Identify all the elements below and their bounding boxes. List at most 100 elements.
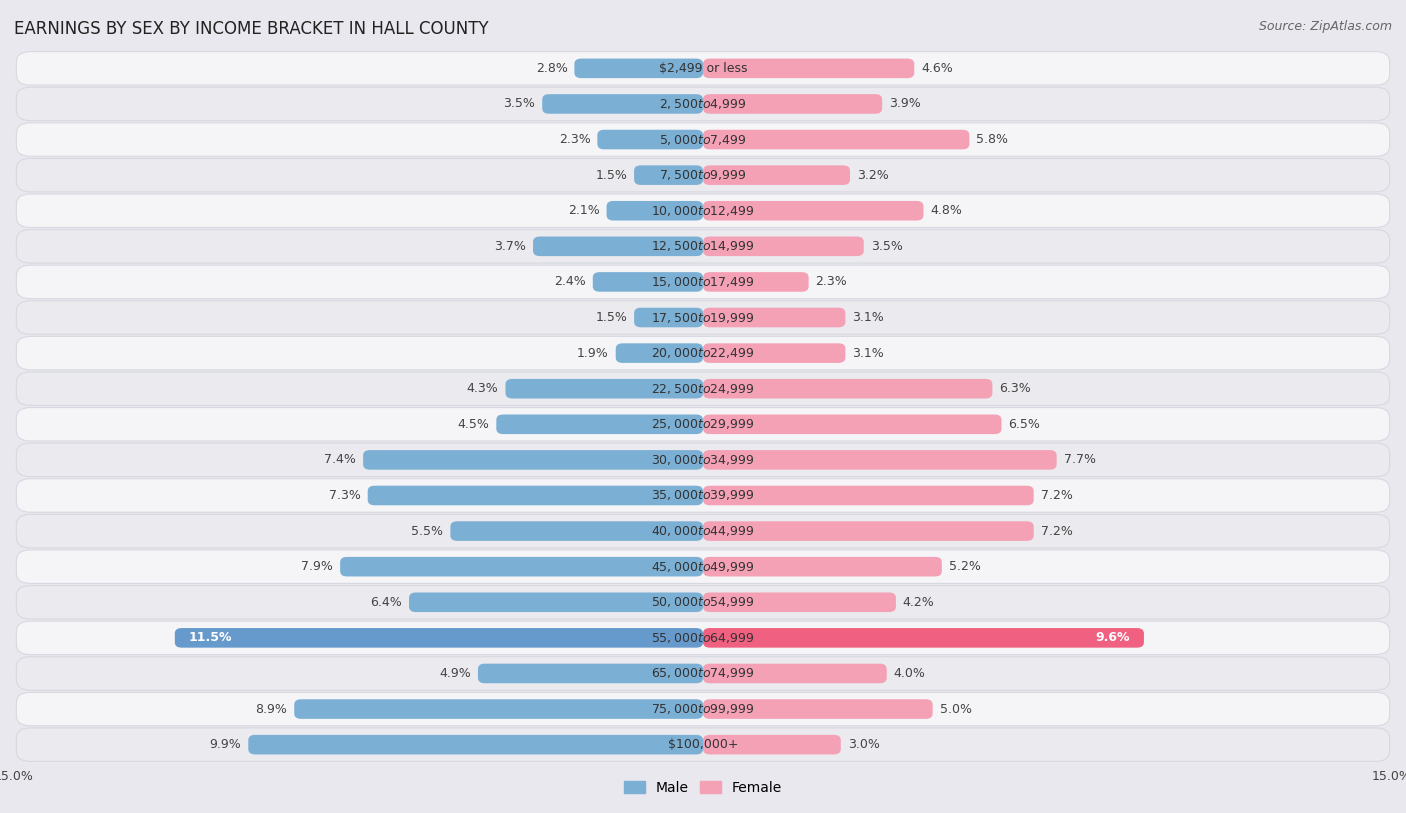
FancyBboxPatch shape — [17, 265, 1389, 298]
FancyBboxPatch shape — [17, 550, 1389, 584]
FancyBboxPatch shape — [703, 165, 851, 185]
Text: 7.2%: 7.2% — [1040, 489, 1073, 502]
Text: 5.5%: 5.5% — [412, 524, 443, 537]
FancyBboxPatch shape — [450, 521, 703, 541]
Text: $35,000 to $39,999: $35,000 to $39,999 — [651, 489, 755, 502]
Text: $2,500 to $4,999: $2,500 to $4,999 — [659, 97, 747, 111]
FancyBboxPatch shape — [703, 201, 924, 220]
FancyBboxPatch shape — [17, 301, 1389, 334]
FancyBboxPatch shape — [17, 585, 1389, 619]
Text: 7.3%: 7.3% — [329, 489, 361, 502]
Text: 3.9%: 3.9% — [889, 98, 921, 111]
FancyBboxPatch shape — [703, 521, 1033, 541]
FancyBboxPatch shape — [340, 557, 703, 576]
Text: $22,500 to $24,999: $22,500 to $24,999 — [651, 381, 755, 396]
FancyBboxPatch shape — [703, 593, 896, 612]
Text: 9.9%: 9.9% — [209, 738, 242, 751]
FancyBboxPatch shape — [703, 663, 887, 683]
Text: $100,000+: $100,000+ — [668, 738, 738, 751]
Text: 4.8%: 4.8% — [931, 204, 962, 217]
FancyBboxPatch shape — [703, 735, 841, 754]
Text: 9.6%: 9.6% — [1095, 632, 1130, 645]
Text: 2.3%: 2.3% — [815, 276, 848, 289]
Text: 2.3%: 2.3% — [558, 133, 591, 146]
Text: 5.2%: 5.2% — [949, 560, 980, 573]
Text: 3.2%: 3.2% — [856, 168, 889, 181]
Text: $17,500 to $19,999: $17,500 to $19,999 — [651, 311, 755, 324]
Text: 5.0%: 5.0% — [939, 702, 972, 715]
FancyBboxPatch shape — [17, 123, 1389, 156]
Text: 3.1%: 3.1% — [852, 311, 884, 324]
Text: 2.1%: 2.1% — [568, 204, 599, 217]
Text: 4.2%: 4.2% — [903, 596, 935, 609]
FancyBboxPatch shape — [249, 735, 703, 754]
Text: 5.8%: 5.8% — [976, 133, 1008, 146]
Text: $2,499 or less: $2,499 or less — [659, 62, 747, 75]
FancyBboxPatch shape — [17, 728, 1389, 761]
FancyBboxPatch shape — [703, 237, 863, 256]
Text: 3.5%: 3.5% — [503, 98, 536, 111]
Text: 3.5%: 3.5% — [870, 240, 903, 253]
Text: $50,000 to $54,999: $50,000 to $54,999 — [651, 595, 755, 609]
Text: 1.9%: 1.9% — [576, 346, 609, 359]
Text: 2.4%: 2.4% — [554, 276, 586, 289]
Text: 4.3%: 4.3% — [467, 382, 499, 395]
Text: $15,000 to $17,499: $15,000 to $17,499 — [651, 275, 755, 289]
Text: 4.5%: 4.5% — [457, 418, 489, 431]
FancyBboxPatch shape — [543, 94, 703, 114]
Text: 7.9%: 7.9% — [301, 560, 333, 573]
FancyBboxPatch shape — [634, 165, 703, 185]
Text: 4.6%: 4.6% — [921, 62, 953, 75]
Text: 8.9%: 8.9% — [256, 702, 287, 715]
Text: 3.1%: 3.1% — [852, 346, 884, 359]
Text: EARNINGS BY SEX BY INCOME BRACKET IN HALL COUNTY: EARNINGS BY SEX BY INCOME BRACKET IN HAL… — [14, 20, 489, 38]
Text: 4.9%: 4.9% — [439, 667, 471, 680]
FancyBboxPatch shape — [606, 201, 703, 220]
FancyBboxPatch shape — [703, 699, 932, 719]
FancyBboxPatch shape — [703, 59, 914, 78]
FancyBboxPatch shape — [496, 415, 703, 434]
Text: $12,500 to $14,999: $12,500 to $14,999 — [651, 239, 755, 254]
Text: $75,000 to $99,999: $75,000 to $99,999 — [651, 702, 755, 716]
FancyBboxPatch shape — [593, 272, 703, 292]
FancyBboxPatch shape — [17, 159, 1389, 192]
Text: $5,000 to $7,499: $5,000 to $7,499 — [659, 133, 747, 146]
FancyBboxPatch shape — [703, 628, 1144, 648]
Text: 1.5%: 1.5% — [595, 168, 627, 181]
Text: Source: ZipAtlas.com: Source: ZipAtlas.com — [1258, 20, 1392, 33]
FancyBboxPatch shape — [703, 557, 942, 576]
Text: 7.2%: 7.2% — [1040, 524, 1073, 537]
FancyBboxPatch shape — [616, 343, 703, 363]
Legend: Male, Female: Male, Female — [619, 775, 787, 800]
Text: $20,000 to $22,499: $20,000 to $22,499 — [651, 346, 755, 360]
Text: 2.8%: 2.8% — [536, 62, 568, 75]
FancyBboxPatch shape — [703, 450, 1057, 470]
FancyBboxPatch shape — [17, 479, 1389, 512]
FancyBboxPatch shape — [17, 657, 1389, 690]
FancyBboxPatch shape — [409, 593, 703, 612]
Text: $45,000 to $49,999: $45,000 to $49,999 — [651, 559, 755, 574]
FancyBboxPatch shape — [703, 379, 993, 398]
FancyBboxPatch shape — [17, 229, 1389, 263]
FancyBboxPatch shape — [294, 699, 703, 719]
FancyBboxPatch shape — [703, 485, 1033, 505]
Text: 7.4%: 7.4% — [325, 454, 356, 467]
FancyBboxPatch shape — [703, 94, 882, 114]
FancyBboxPatch shape — [575, 59, 703, 78]
FancyBboxPatch shape — [17, 621, 1389, 654]
Text: $40,000 to $44,999: $40,000 to $44,999 — [651, 524, 755, 538]
FancyBboxPatch shape — [17, 372, 1389, 406]
Text: $65,000 to $74,999: $65,000 to $74,999 — [651, 667, 755, 680]
Text: $30,000 to $34,999: $30,000 to $34,999 — [651, 453, 755, 467]
FancyBboxPatch shape — [478, 663, 703, 683]
FancyBboxPatch shape — [506, 379, 703, 398]
Text: $55,000 to $64,999: $55,000 to $64,999 — [651, 631, 755, 645]
Text: 6.5%: 6.5% — [1008, 418, 1040, 431]
Text: 6.4%: 6.4% — [370, 596, 402, 609]
FancyBboxPatch shape — [533, 237, 703, 256]
Text: $7,500 to $9,999: $7,500 to $9,999 — [659, 168, 747, 182]
FancyBboxPatch shape — [363, 450, 703, 470]
FancyBboxPatch shape — [174, 628, 703, 648]
FancyBboxPatch shape — [17, 337, 1389, 370]
Text: 11.5%: 11.5% — [188, 632, 232, 645]
